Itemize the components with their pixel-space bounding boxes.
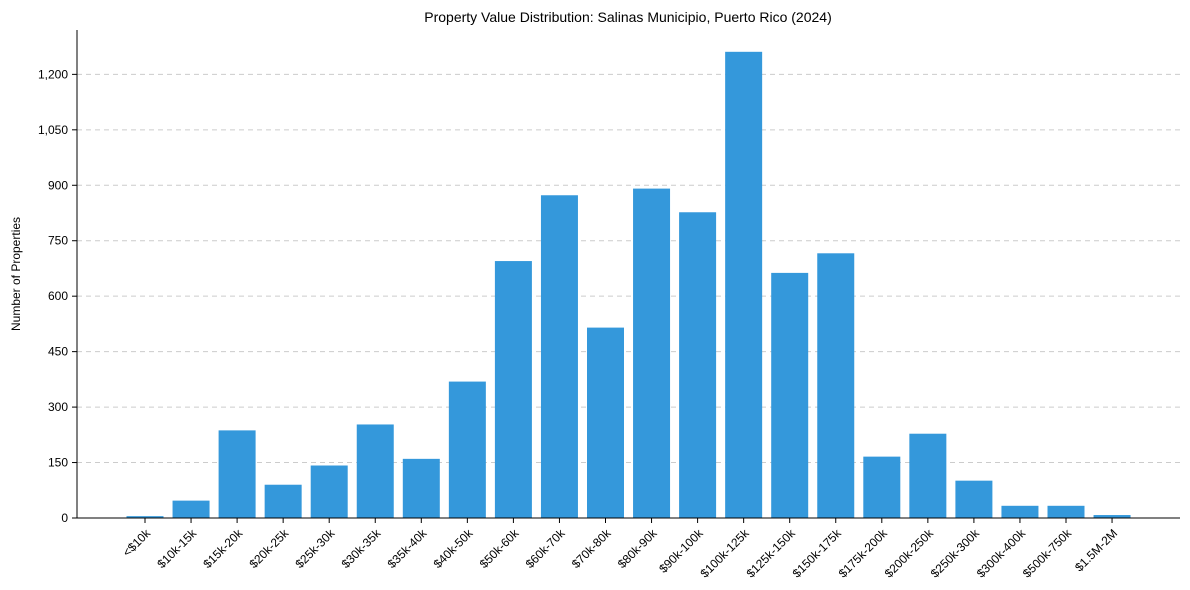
bar xyxy=(955,480,993,518)
x-tick-label: $25k-30k xyxy=(293,526,339,572)
bar xyxy=(540,195,578,518)
bar xyxy=(633,188,671,518)
y-tick-label: 450 xyxy=(48,345,68,359)
x-tick-label: $15k-20k xyxy=(200,526,246,572)
y-axis-label: Number of Properties xyxy=(9,217,23,331)
x-tick-label: $60k-70k xyxy=(523,526,569,572)
bar xyxy=(494,261,532,518)
bar xyxy=(863,456,901,518)
y-tick-label: 750 xyxy=(48,234,68,248)
bar xyxy=(725,51,763,518)
x-tick-label: $80k-90k xyxy=(615,526,661,572)
bar-layer xyxy=(126,51,1131,518)
bar xyxy=(448,381,486,518)
x-tick-label: $35k-40k xyxy=(385,526,431,572)
x-tick-label: $50k-60k xyxy=(477,526,523,572)
bar xyxy=(771,272,809,518)
bar xyxy=(679,212,717,518)
bar xyxy=(1093,515,1131,518)
y-tick-label: 1,200 xyxy=(38,67,68,81)
y-tick-layer: 0 150 300 450 600 750 900 1,050 1,200 xyxy=(38,67,77,525)
x-tick-label: $70k-80k xyxy=(569,526,615,572)
bar xyxy=(1001,505,1039,518)
x-tick-label: $1.5M-2M xyxy=(1072,526,1120,574)
bar xyxy=(310,465,348,518)
x-tick-label: $20k-25k xyxy=(246,526,292,572)
bar xyxy=(817,253,855,518)
bar xyxy=(356,424,394,518)
x-tick-label: $10k-15k xyxy=(154,526,200,572)
bar xyxy=(218,430,256,518)
y-tick-label: 900 xyxy=(48,178,68,192)
y-tick-label: 150 xyxy=(48,456,68,470)
x-tick-label: <$10k xyxy=(120,526,154,560)
chart-title: Property Value Distribution: Salinas Mun… xyxy=(424,9,832,25)
axis-layer xyxy=(76,30,1180,519)
bar xyxy=(909,433,947,518)
x-tick-label: $500k-750k xyxy=(1020,526,1075,581)
grid-layer xyxy=(77,73,1180,464)
bar xyxy=(1047,505,1085,518)
y-tick-label: 300 xyxy=(48,400,68,414)
bar xyxy=(126,516,164,518)
y-tick-label: 1,050 xyxy=(38,123,68,137)
bar xyxy=(402,458,440,518)
x-tick-layer: <$10k $10k-15k $15k-20k $20k-25k $25k-30k $30… xyxy=(120,518,1120,580)
x-tick-label: $40k-50k xyxy=(431,526,477,572)
bar xyxy=(172,500,210,518)
bar xyxy=(587,327,624,518)
y-tick-label: 600 xyxy=(48,289,68,303)
bar xyxy=(264,484,302,518)
y-tick-label: 0 xyxy=(61,511,68,525)
x-tick-label: $30k-35k xyxy=(339,526,385,572)
